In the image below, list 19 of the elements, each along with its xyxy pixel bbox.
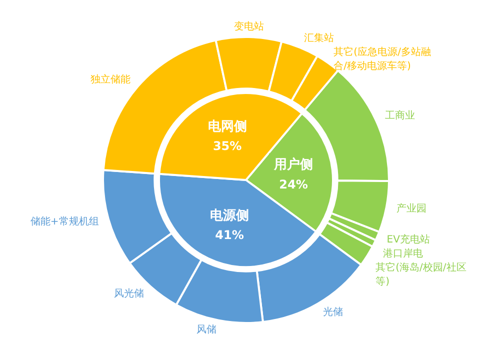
slice-label: 产业园 [396,202,426,214]
slice-label: 独立储能 [90,73,130,86]
slice-label: 光储 [322,306,343,318]
slice-label: 变电站 [234,20,264,33]
data-label: 24% [279,177,308,192]
slice-label: 电源侧 [210,208,249,224]
slice-label: 风储 [196,324,216,336]
slice-label: 其它(海岛/校园/社区等) [376,262,466,288]
slice-label: 其它(应急电源/多站融合/移动电源车等) [334,46,431,72]
data-label: 41% [215,228,244,242]
slice-label: EV充电站 [386,234,430,246]
slice-label: 用户侧 [273,156,314,173]
slice-label: 储能+常规机组 [30,215,99,228]
slice-label: 汇集站 [304,32,334,44]
data-label: 35% [212,139,242,154]
slice-label: 工商业 [384,109,415,122]
slice-label: 电网侧 [208,119,247,134]
slice-label: 风光储 [114,288,144,300]
slice-label: 港口岸电 [383,248,424,260]
